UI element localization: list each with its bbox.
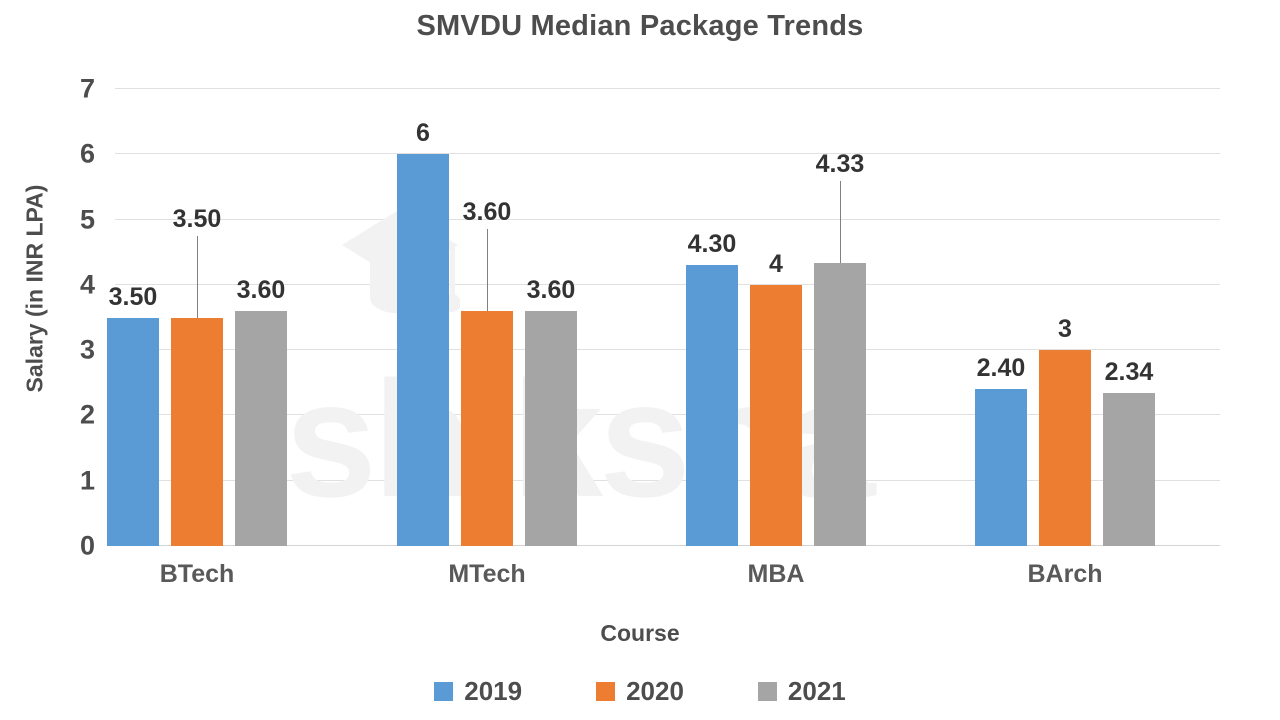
bar-2019-mba[interactable] — [686, 265, 738, 546]
y-axis-tick-label: 3 — [79, 334, 95, 365]
gridline — [115, 414, 1220, 416]
bar-value-label: 2.34 — [1104, 358, 1154, 387]
label-leader-line — [840, 181, 841, 264]
bar-2020-mtech[interactable] — [461, 310, 513, 546]
bar-group: 6 3.60 3.60 — [397, 89, 577, 546]
bar-value-label: 3 — [1058, 315, 1072, 344]
bar-value-label: 3.60 — [462, 197, 512, 226]
x-axis-tick-label-barch: BArch — [1027, 560, 1103, 588]
bar-value-label: 3.60 — [526, 275, 576, 304]
legend-swatch-icon — [434, 681, 454, 701]
bar-2021-btech[interactable] — [235, 310, 287, 546]
bar-2020-btech[interactable] — [171, 317, 223, 546]
legend-label: 2019 — [464, 676, 523, 706]
bar-group: 2.40 3 2.34 — [975, 89, 1155, 546]
gridline — [115, 283, 1220, 285]
bar-group: 3.50 3.50 3.60 — [107, 89, 287, 546]
gridline — [115, 88, 1220, 89]
chart-legend: 2019 2020 2021 — [0, 678, 1280, 704]
gridline — [115, 479, 1220, 481]
bar-value-label: 2.40 — [976, 354, 1026, 383]
y-axis-tick-label: 1 — [79, 465, 95, 496]
bar-2021-barch[interactable] — [1103, 393, 1155, 546]
y-axis-tick-label: 4 — [79, 269, 95, 300]
plot-area — [115, 88, 1220, 546]
bar-value-label: 6 — [416, 119, 430, 148]
label-leader-line — [487, 228, 488, 311]
bar-value-label: 4.30 — [687, 230, 737, 259]
legend-label: 2021 — [787, 676, 846, 706]
legend-item-2020[interactable]: 2020 — [596, 678, 684, 704]
bar-value-label: 3.50 — [108, 282, 158, 311]
gridline — [115, 545, 1220, 546]
gridline — [115, 218, 1220, 220]
x-axis-tick-labels: BTech MTech MBA BArch — [115, 560, 1220, 600]
legend-swatch-icon — [596, 681, 616, 701]
bar-2021-mtech[interactable] — [525, 310, 577, 546]
x-axis-tick-label-mtech: MTech — [448, 560, 526, 588]
y-axis-tick-label: 2 — [79, 399, 95, 430]
legend-item-2021[interactable]: 2021 — [757, 676, 846, 706]
x-axis-tick-label-mba: MBA — [747, 560, 805, 588]
gridline — [115, 349, 1220, 351]
chart-title: SMVDU Median Package Trends — [416, 10, 864, 42]
bar-group: 4.30 4 4.33 — [686, 89, 866, 546]
y-axis-tick-label: 5 — [79, 204, 95, 235]
label-leader-line — [197, 235, 198, 318]
bar-2019-btech[interactable] — [107, 317, 159, 546]
y-axis-tick-labels: 7 6 5 4 3 2 1 0 — [45, 74, 95, 561]
legend-swatch-icon — [757, 681, 777, 701]
bar-value-label: 3.50 — [172, 204, 222, 233]
bar-2019-barch[interactable] — [975, 389, 1027, 546]
x-axis-title: Course — [600, 620, 680, 646]
bar-2021-mba[interactable] — [814, 263, 866, 546]
y-axis-tick-label: 6 — [79, 138, 95, 169]
bar-2020-mba[interactable] — [750, 284, 802, 546]
y-axis-tick-label: 7 — [79, 73, 95, 104]
legend-label: 2020 — [626, 676, 684, 706]
gridline — [115, 153, 1220, 155]
bars-layer: 3.50 3.50 3.60 6 3.60 3.60 4.30 4 4.33 2.40 3 2.34 — [107, 89, 1220, 546]
y-axis-tick-label: 0 — [79, 530, 95, 561]
x-axis-tick-label-btech: BTech — [159, 560, 235, 588]
legend-item-2019[interactable]: 2019 — [434, 678, 522, 704]
bar-2020-barch[interactable] — [1039, 350, 1091, 546]
bar-value-label: 4 — [769, 249, 783, 278]
bar-value-label: 3.60 — [236, 275, 286, 304]
bar-value-label: 4.33 — [815, 150, 865, 179]
